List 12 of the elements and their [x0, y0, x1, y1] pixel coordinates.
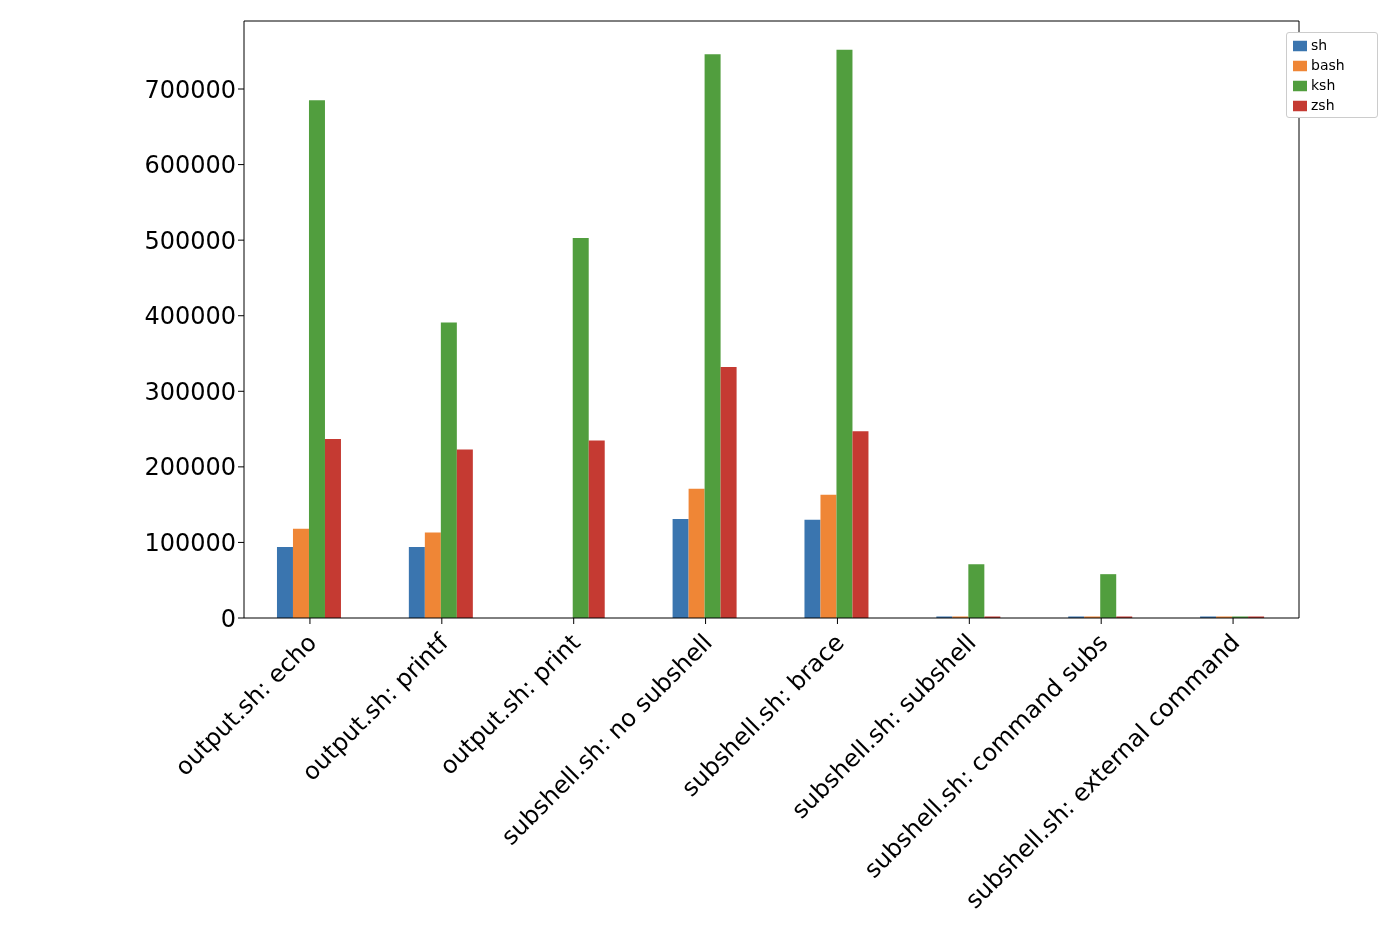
- y-tick-label: 600000: [144, 151, 236, 180]
- y-tick-label: 100000: [144, 528, 236, 557]
- y-tick-label: 500000: [144, 226, 236, 255]
- legend-label: sh: [1311, 37, 1328, 53]
- legend-label: zsh: [1311, 97, 1335, 113]
- y-tick-label: 400000: [144, 302, 236, 331]
- legend-label: ksh: [1311, 77, 1336, 93]
- y-tick-label: 700000: [144, 75, 236, 104]
- y-tick-label: 200000: [144, 453, 236, 482]
- y-tick-label: 300000: [144, 377, 236, 406]
- y-tick-label: 0: [220, 604, 236, 633]
- legend-label: bash: [1311, 57, 1345, 73]
